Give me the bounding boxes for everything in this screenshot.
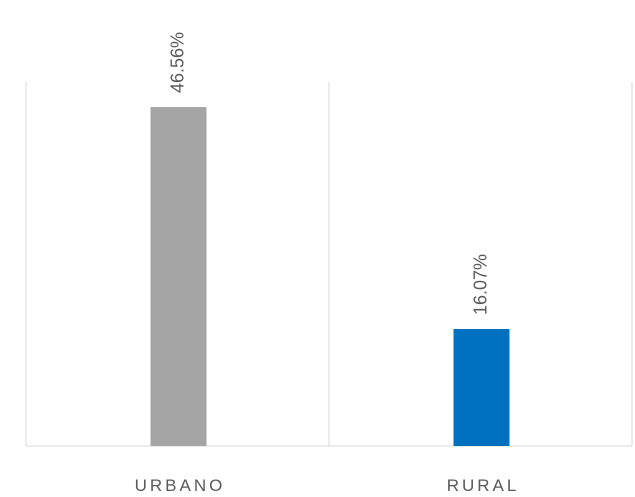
- data-label: 16.07%: [470, 254, 490, 315]
- data-label: 46.56%: [167, 32, 187, 93]
- bar: [150, 107, 207, 446]
- x-tick-label: URBANO: [135, 476, 226, 495]
- x-tick-label: RURAL: [447, 476, 520, 495]
- bar: [453, 329, 510, 446]
